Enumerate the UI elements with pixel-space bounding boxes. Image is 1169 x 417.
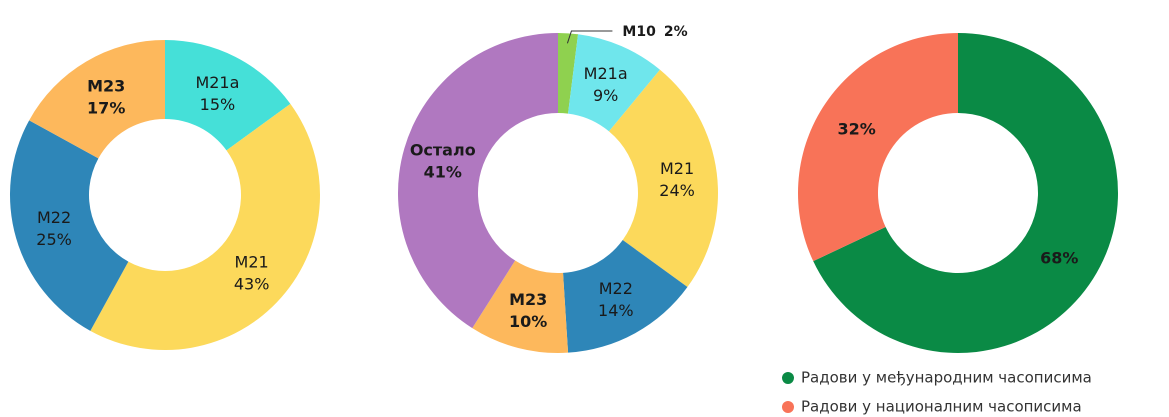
value-label: 9% [593,86,618,105]
legend-label: Радови у националним часописима [801,398,1082,416]
slice-label: Остало 41% [410,141,476,182]
slice [398,32,558,329]
category-label: Остало [410,141,476,160]
value-label: 2% [664,24,688,40]
category-label: M21a [584,64,628,83]
slice [9,120,129,331]
category-label: M10 [622,24,656,40]
slice-label: M23 10% [509,290,547,331]
slice-label: M10 2% [622,24,687,40]
value-label: 10% [509,312,547,331]
slice [563,240,688,353]
slice-label: M21 43% [234,252,270,293]
slice-label: 32% [838,120,876,139]
value-label: 68% [1040,248,1078,267]
slice [29,40,165,159]
slice [608,69,719,288]
category-label: M21 [235,252,269,271]
slice [813,33,1118,354]
category-label: M22 [37,208,71,227]
slice-label: M21a 15% [195,73,239,114]
category-label: M23 [509,290,547,309]
value-label: 24% [659,181,695,200]
value-label: 41% [424,163,462,182]
slice [797,33,958,262]
value-label: 15% [200,95,236,114]
slice-label: M22 25% [36,208,72,249]
value-label: 32% [838,120,876,139]
slice [90,103,321,351]
slice-label: M22 14% [598,279,634,320]
slice [165,40,291,151]
legend-swatch [782,401,794,413]
value-label: 43% [234,274,270,293]
category-label: M21a [195,73,239,92]
slice [568,34,660,132]
value-label: 25% [36,230,72,249]
value-label: 14% [598,301,634,320]
value-label: 17% [87,99,125,118]
slice [558,33,579,114]
legend-label: Радови у међународним часописима [801,369,1092,387]
slice-label: 68% [1040,248,1078,267]
slice-label: M21 24% [659,159,695,200]
leader-line [566,30,613,44]
category-label: M21 [660,159,694,178]
slice-label: M21a 9% [584,64,628,105]
legend-swatch [782,372,794,384]
slice [472,260,569,353]
slice-label: M23 17% [87,77,125,118]
category-label: M23 [87,77,125,96]
category-label: M22 [599,279,633,298]
